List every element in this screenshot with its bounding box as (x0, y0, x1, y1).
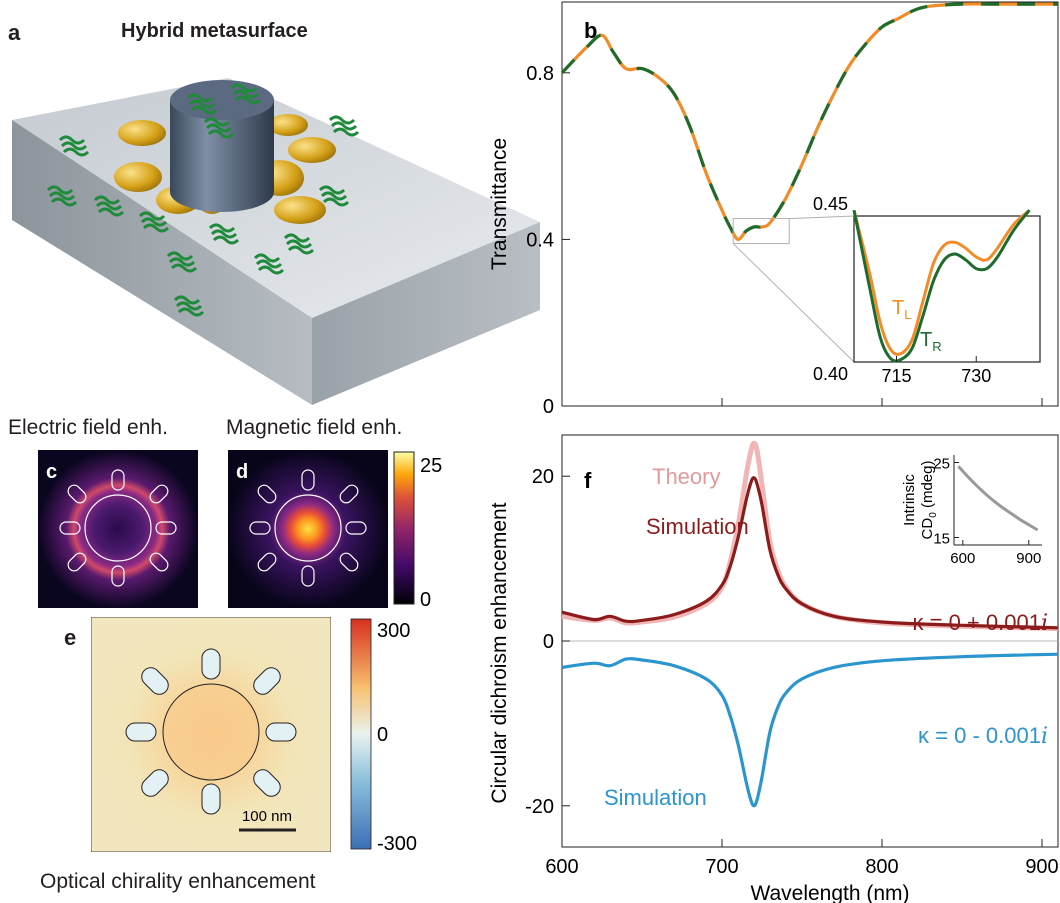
inset-f-ylabel: Intrinsic (901, 474, 918, 526)
chart-f-xtick-label: 600 (545, 856, 578, 878)
chart-b-ytick-label: 0 (543, 396, 554, 418)
panel-letter-b: b (584, 18, 597, 43)
inset-b-series-tr (852, 209, 1031, 363)
panel-a-title: Hybrid metasurface (121, 20, 308, 42)
panel-letter-f: f (584, 468, 592, 493)
panel-letter-c: c (46, 461, 57, 483)
colorbar-chirality-max: 300 (377, 620, 410, 642)
colorbar-field-max: 25 (420, 455, 442, 477)
caption-electric-field: Electric field enh. (8, 416, 168, 439)
series-b-tr (560, 2, 1058, 241)
inset-b-ybottom: 0.40 (813, 364, 848, 384)
series-f-simulation-minus (561, 652, 1059, 808)
inset-f-ylabel-unit: (mdeg) (919, 461, 936, 513)
inset-f-ytick-label: 25 (933, 456, 950, 473)
chart-f-xtick-label: 900 (1025, 856, 1058, 878)
chart-f-ylabel: Circular dichroism enhancement (488, 502, 511, 803)
cd-enhancement-chart: f Circular dichroism enhancement Wavelen… (488, 434, 1059, 903)
colorbar-chirality: 300 0 -300 (350, 618, 417, 855)
panel-letter-a: a (8, 20, 21, 45)
inset-f-ylabel: CD0 (mdeg) (919, 461, 939, 540)
chiral-molecules (46, 83, 360, 317)
chart-f-label-italic: i (1041, 611, 1048, 636)
chart-b-frame (561, 1, 1059, 407)
chart-b-ytick-label: 0.8 (526, 63, 554, 85)
metasurface-illustration (12, 78, 540, 405)
inset-b-xtick-label: 730 (961, 366, 991, 386)
chart-b-ylabel: Transmittance (488, 138, 511, 270)
inset-f-ylabel-sub: 0 (928, 512, 939, 518)
chart-f-ytick-label: 0 (543, 631, 554, 653)
caption-magnetic-field: Magnetic field enh. (226, 416, 403, 439)
chart-f-label: Simulation (646, 514, 749, 539)
inset-b-label-sub: R (932, 339, 941, 354)
inset-f-ytick-label: 15 (933, 531, 950, 548)
chart-f-xtick-label: 800 (865, 856, 898, 878)
colorbar-field: 25 0 (393, 451, 442, 608)
inset-b-ytop: 0.45 (813, 194, 848, 214)
series-f-theory (561, 440, 1059, 632)
colorbar-field-min: 0 (420, 589, 431, 608)
colorbar-chirality-min: -300 (377, 833, 417, 855)
chart-f-ytick-label: -20 (525, 796, 554, 818)
chart-f-xlabel: Wavelength (nm) (750, 882, 909, 903)
inset-b-connector (732, 243, 855, 363)
chart-f-label: Simulation (604, 785, 707, 810)
chart-f-xtick-label: 700 (705, 856, 738, 878)
colorbar-chirality-mid: 0 (377, 724, 388, 746)
chirality-map: 100 nm (91, 617, 331, 852)
inset-b-series-tl (852, 209, 1031, 356)
chart-f-label: κ = 0 - 0.001i (918, 723, 1048, 749)
inset-f-series (957, 465, 1039, 532)
inset-b-connector (789, 215, 855, 220)
inset-b-xtick-label: 715 (881, 366, 911, 386)
magnetic-field-map: d (228, 450, 388, 608)
chart-b-ytick-label: 0.4 (526, 229, 554, 251)
substrate-side (312, 222, 540, 405)
panel-letter-d: d (236, 461, 248, 483)
inset-b-label-sub: L (904, 307, 911, 322)
chart-f-ytick-label: 20 (532, 466, 554, 488)
inset-b-zoom-box (732, 218, 790, 245)
caption-chirality: Optical chirality enhancement (40, 870, 316, 893)
series-b-tl (560, 2, 1058, 241)
scale-bar-label: 100 nm (242, 808, 292, 825)
inset-f-xtick-label: 900 (1016, 550, 1041, 567)
inset-f-xtick-label: 600 (950, 550, 975, 567)
transmittance-chart: b Transmittance 00.40.8 0.450.40 715 730TL… (488, 1, 1059, 418)
panel-letter-e: e (64, 625, 77, 650)
substrate-front (12, 120, 312, 405)
series-f-simulation-plus (561, 476, 1059, 630)
chart-f-label: κ = 0 + 0.001i (913, 610, 1048, 636)
chart-f-label-italic: i (1041, 724, 1048, 749)
electric-field-map: c (38, 450, 198, 608)
chart-f-label: Theory (652, 464, 720, 489)
